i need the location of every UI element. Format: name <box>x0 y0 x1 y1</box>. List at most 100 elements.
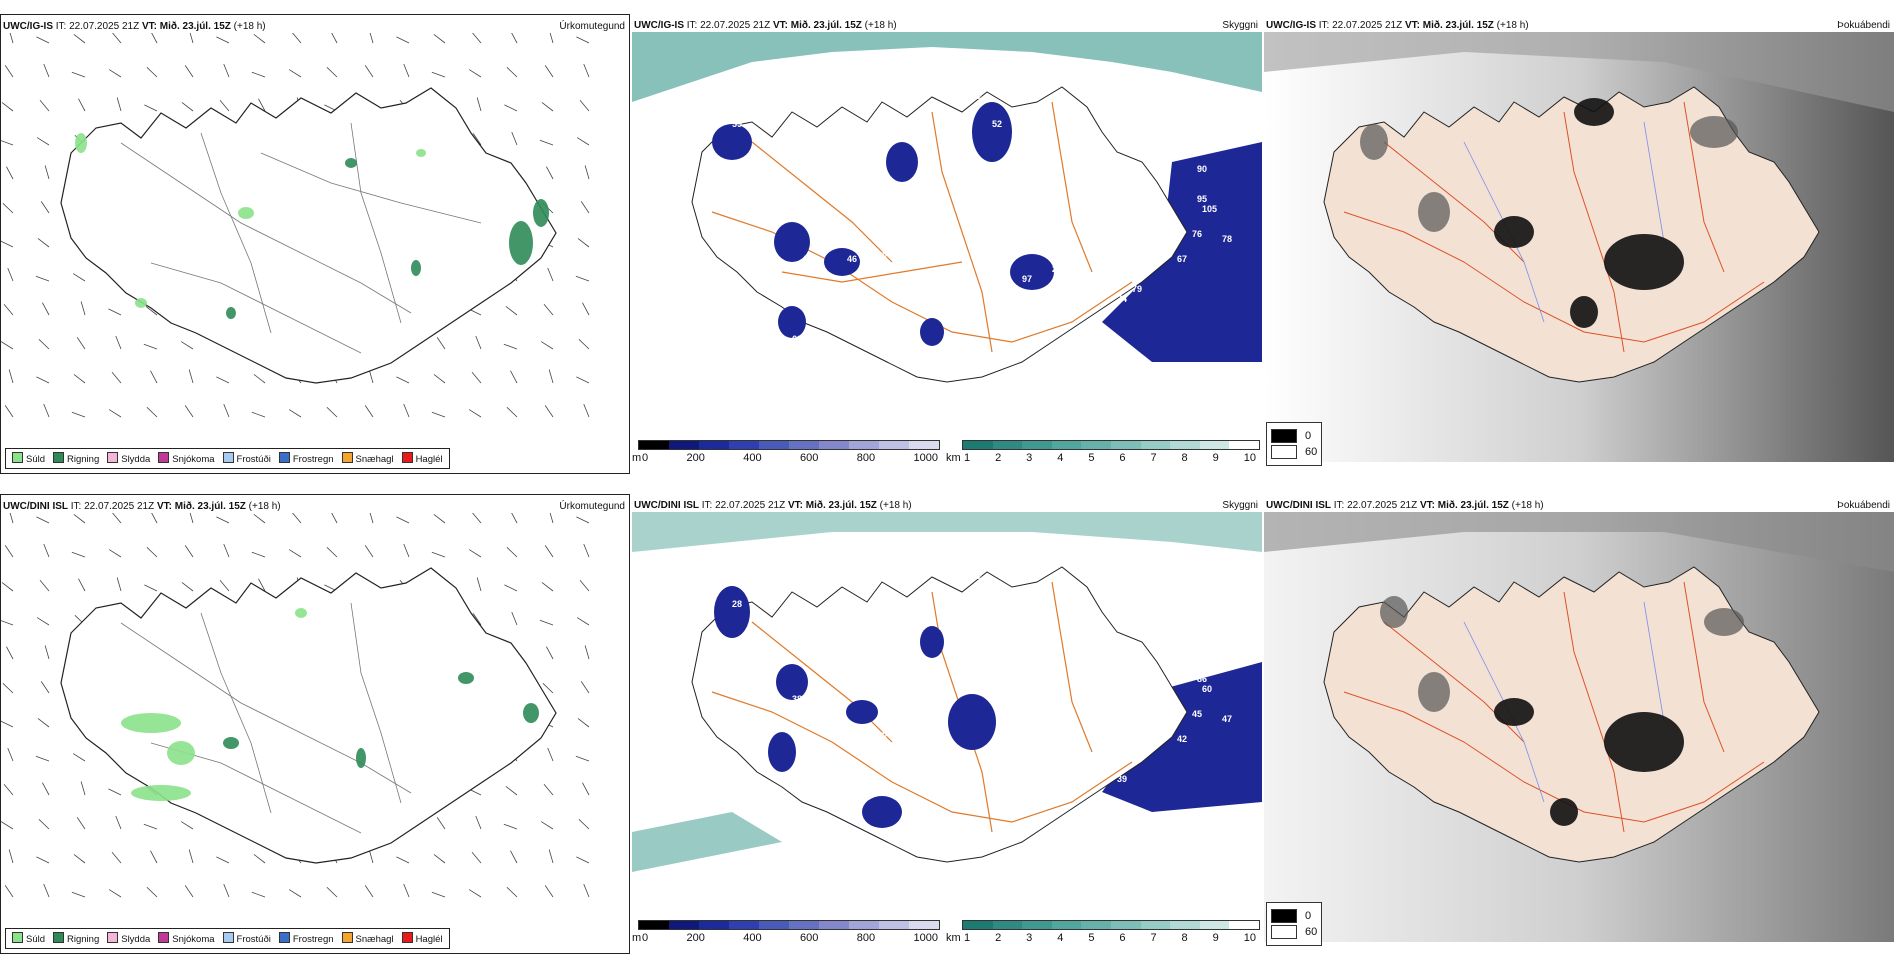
wind-barb <box>396 516 410 524</box>
scale-tick: 600 <box>800 932 819 944</box>
wind-barb <box>580 201 590 214</box>
scale-tick: 200 <box>686 932 705 944</box>
visibility-panel-top: UWC/IG-IS IT: 22.07.2025 21Z VT: Mið. 23… <box>632 14 1262 474</box>
wind-barb <box>288 409 302 418</box>
scale-tick: 10 <box>1243 932 1256 944</box>
wind-barb <box>108 308 122 316</box>
visibility-colorbar <box>962 440 1260 450</box>
wind-barb <box>578 818 590 830</box>
wind-barb <box>253 374 266 384</box>
wind-barb <box>547 747 554 762</box>
wind-barb <box>144 584 158 592</box>
wind-barb <box>544 885 554 898</box>
colorbar-step <box>759 441 789 449</box>
scale-tick: 3 <box>1026 452 1033 464</box>
wind-barb <box>71 551 86 558</box>
visibility-value-label: 55 <box>912 714 922 724</box>
visibility-value-label: 88 <box>1002 734 1012 744</box>
visibility-value-label: 72 <box>1142 234 1152 244</box>
wind-barb <box>539 619 554 626</box>
wind-barb <box>184 405 194 418</box>
visibility-value-label: 60 <box>792 334 802 344</box>
wind-barb <box>580 681 590 694</box>
wind-barb <box>251 411 266 418</box>
wind-barb <box>433 514 446 524</box>
wind-barb <box>544 405 554 418</box>
colorbar-step <box>1140 441 1171 449</box>
fog-map <box>1264 32 1894 462</box>
scale-tick: 2 <box>995 932 1002 944</box>
visibility-value-label: 79 <box>1022 109 1032 119</box>
wind-barb <box>576 856 590 864</box>
legend-swatch <box>1271 909 1297 923</box>
wind-barb <box>253 34 266 44</box>
wind-barb <box>368 369 374 384</box>
visibility-value-label: 32 <box>742 564 752 574</box>
precip-type-panel-bottom: UWC/DINI ISL IT: 22.07.2025 21Z VT: Mið.… <box>0 494 630 954</box>
colorbar-step <box>699 441 729 449</box>
precip-legend-item: Rigning <box>53 932 99 945</box>
scale-tick: 200 <box>686 452 705 464</box>
wind-barb <box>546 646 554 660</box>
wind-barb <box>364 545 374 558</box>
visibility-value-label: 45 <box>1022 589 1032 599</box>
wind-barb <box>115 815 122 830</box>
scale-tick: 800 <box>856 932 876 944</box>
wind-barb <box>583 883 590 898</box>
wind-barb <box>511 33 518 44</box>
wind-barb <box>146 66 158 78</box>
legend-label: Snæhagl <box>355 934 394 945</box>
fog-legend: 0 60 <box>1266 902 1323 946</box>
scale-tick: 3 <box>1026 932 1033 944</box>
colorbar-step <box>669 921 699 929</box>
wind-barb <box>433 34 446 44</box>
scale-tick: 8 <box>1181 452 1188 464</box>
visibility-colorbar <box>962 920 1260 930</box>
wind-barb <box>36 617 50 626</box>
wind-barb <box>576 137 590 146</box>
wind-barb <box>431 411 446 418</box>
wind-barb <box>216 36 230 44</box>
ceiling-unit: m <box>632 452 642 464</box>
colorbar-step <box>669 441 699 449</box>
precip-legend-item: Snjókoma <box>158 932 215 945</box>
colorbar-step <box>963 921 993 929</box>
wind-barb <box>71 71 86 78</box>
scale-tick: 0 <box>642 452 649 464</box>
wind-barb <box>111 372 122 384</box>
colorbar-step <box>819 441 849 449</box>
wind-barb <box>331 513 338 524</box>
wind-barb <box>258 578 266 592</box>
wind-barb <box>576 376 590 384</box>
legend-swatch <box>107 452 119 463</box>
wind-barb <box>36 36 50 44</box>
wind-barb <box>505 306 518 316</box>
legend-label: Súld <box>26 454 46 465</box>
scale-tick: 10 <box>1243 452 1256 464</box>
wind-barb <box>72 753 86 762</box>
visibility-value-label: 79 <box>1132 284 1142 294</box>
colorbar-step <box>1110 921 1141 929</box>
panel-label: Úrkomutegund <box>559 21 625 32</box>
colorbar-step <box>909 441 939 449</box>
visibility-value-label: 38 <box>792 694 802 704</box>
wind-barb <box>42 302 50 316</box>
wind-barb <box>112 33 122 44</box>
wind-barb <box>549 33 554 44</box>
wind-barb <box>582 302 590 316</box>
wind-barb <box>39 100 50 112</box>
legend-swatch <box>158 932 170 943</box>
panel-title: UWC/DINI ISL IT: 22.07.2025 21Z VT: Mið.… <box>634 500 912 511</box>
legend-swatch <box>158 452 170 463</box>
wind-barb <box>369 513 374 524</box>
visibility-value-label: 76 <box>1007 79 1017 89</box>
fog-legend-item: 0 <box>1271 429 1317 443</box>
visibility-value-label: 49 <box>802 734 812 744</box>
wind-barb <box>2 682 14 694</box>
colorbar-step <box>1022 441 1052 449</box>
wind-barb <box>108 889 122 898</box>
wind-barb <box>39 580 50 592</box>
wind-barb <box>331 33 338 44</box>
legend-swatch <box>341 932 353 943</box>
wind-barb <box>1 102 14 112</box>
